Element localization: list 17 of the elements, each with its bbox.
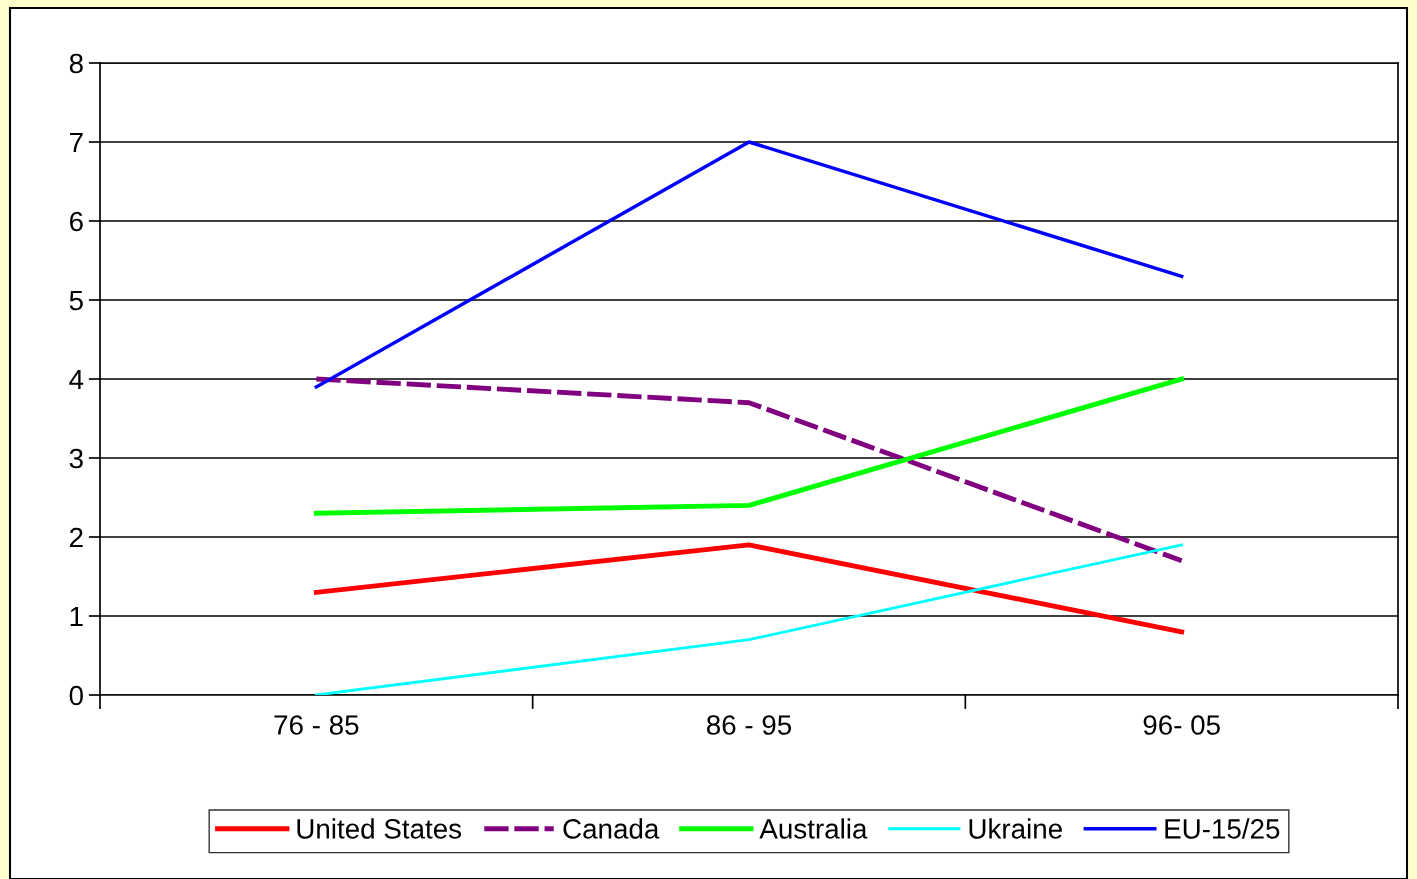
legend-label: United States bbox=[297, 818, 462, 839]
y-tick-label: 1 bbox=[70, 606, 83, 627]
x-tick-label: 96- 05 bbox=[1143, 715, 1220, 735]
legend-label: EU-15/25 bbox=[1165, 818, 1280, 839]
y-tick-label: 4 bbox=[69, 369, 84, 390]
legend-label: Canada bbox=[563, 818, 660, 839]
y-tick-label: 5 bbox=[69, 290, 83, 311]
y-tick-label: 3 bbox=[69, 448, 83, 469]
y-tick-label: 8 bbox=[69, 53, 83, 74]
y-tick-label: 6 bbox=[69, 211, 83, 232]
x-tick-label: 86 - 95 bbox=[706, 715, 792, 735]
y-tick-label: 2 bbox=[69, 527, 83, 548]
legend-label: Australia bbox=[759, 818, 868, 839]
legend-label: Ukraine bbox=[969, 818, 1062, 839]
x-tick-label: 76 - 85 bbox=[274, 715, 359, 735]
y-tick-label: 0 bbox=[69, 685, 83, 706]
y-tick-label: 7 bbox=[70, 132, 83, 153]
